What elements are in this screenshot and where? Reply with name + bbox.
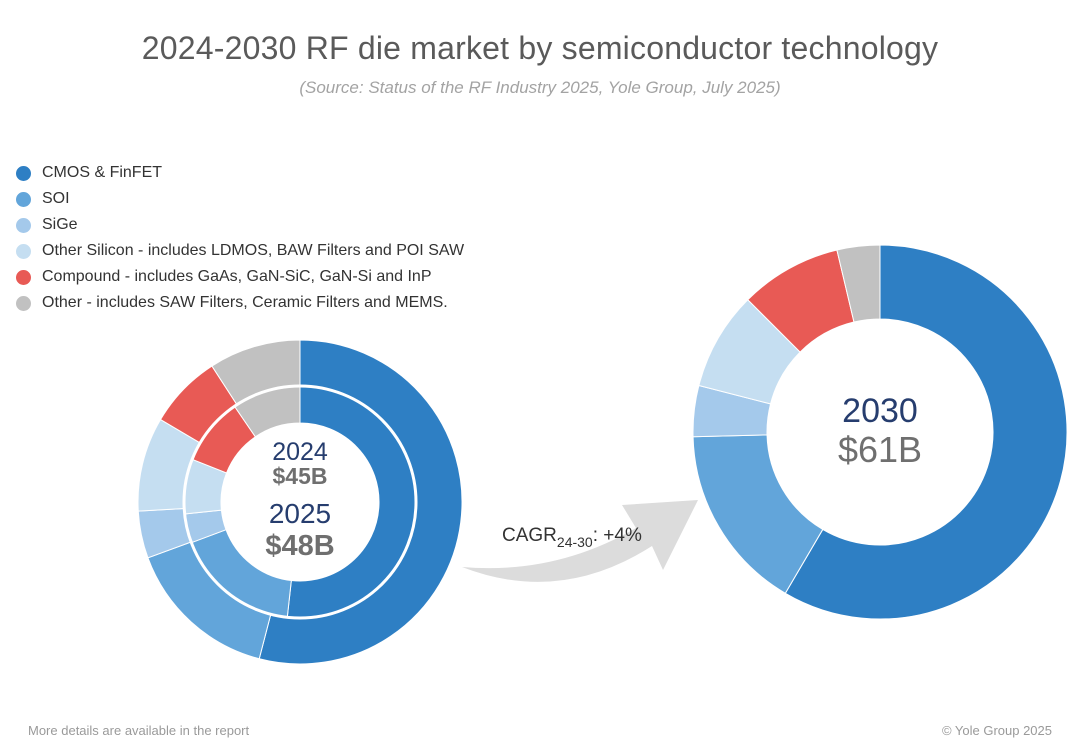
footer-copyright: © Yole Group 2025 (941, 723, 1052, 738)
slice-2030-cmos-finfet (784, 244, 1068, 620)
legend-swatch (16, 243, 31, 259)
legend-swatch (16, 191, 31, 207)
footer-note: More details are available in the report (28, 723, 250, 738)
center-total-label: $48B (265, 530, 334, 562)
cagr-arrow (462, 500, 698, 582)
legend-label: Compound - includes GaAs, GaN-SiC, GaN-S… (42, 268, 432, 285)
legend-label: SiGe (42, 216, 78, 233)
legend-swatch (16, 217, 31, 233)
chart-title: 2024-2030 RF die market by semiconductor… (141, 30, 939, 66)
legend-item-compound-includes-gaas-g: Compound - includes GaAs, GaN-SiC, GaN-S… (16, 264, 464, 290)
center-year-label: 2025 (269, 498, 331, 529)
cagr-prefix: CAGR (502, 525, 557, 546)
legend-label: CMOS & FinFET (42, 164, 163, 181)
center-total-label: $45B (273, 463, 328, 489)
center-year-label: 2024 (272, 438, 328, 466)
slice-2030-other-includes (836, 244, 881, 323)
cagr-annotation: CAGR24-30: +4% (502, 525, 642, 550)
legend-label: Other - includes SAW Filters, Ceramic Fi… (42, 294, 448, 311)
legend-swatch (16, 295, 31, 311)
legend-swatch (16, 165, 31, 181)
legend-label: Other Silicon - includes LDMOS, BAW Filt… (42, 242, 465, 259)
legend-item-other-includes-saw-filte: Other - includes SAW Filters, Ceramic Fi… (16, 290, 464, 316)
center-year-label: 2030 (842, 392, 918, 430)
ring-separator (182, 384, 418, 620)
legend-label: SOI (42, 190, 70, 207)
legend-item-other-silicon-includes-l: Other Silicon - includes LDMOS, BAW Filt… (16, 238, 464, 264)
cagr-value: : +4% (593, 525, 642, 546)
chart-subtitle: (Source: Status of the RF Industry 2025,… (299, 78, 781, 97)
legend-item-sige: SiGe (16, 212, 464, 238)
legend-item-soi: SOI (16, 186, 464, 212)
cagr-subscript: 24-30 (557, 534, 593, 550)
legend-swatch (16, 269, 31, 285)
center-total-label: $61B (838, 429, 922, 470)
legend-item-cmos-finfet: CMOS & FinFET (16, 160, 464, 186)
legend: CMOS & FinFET SOI SiGe Other Silicon - incl… (16, 160, 464, 316)
